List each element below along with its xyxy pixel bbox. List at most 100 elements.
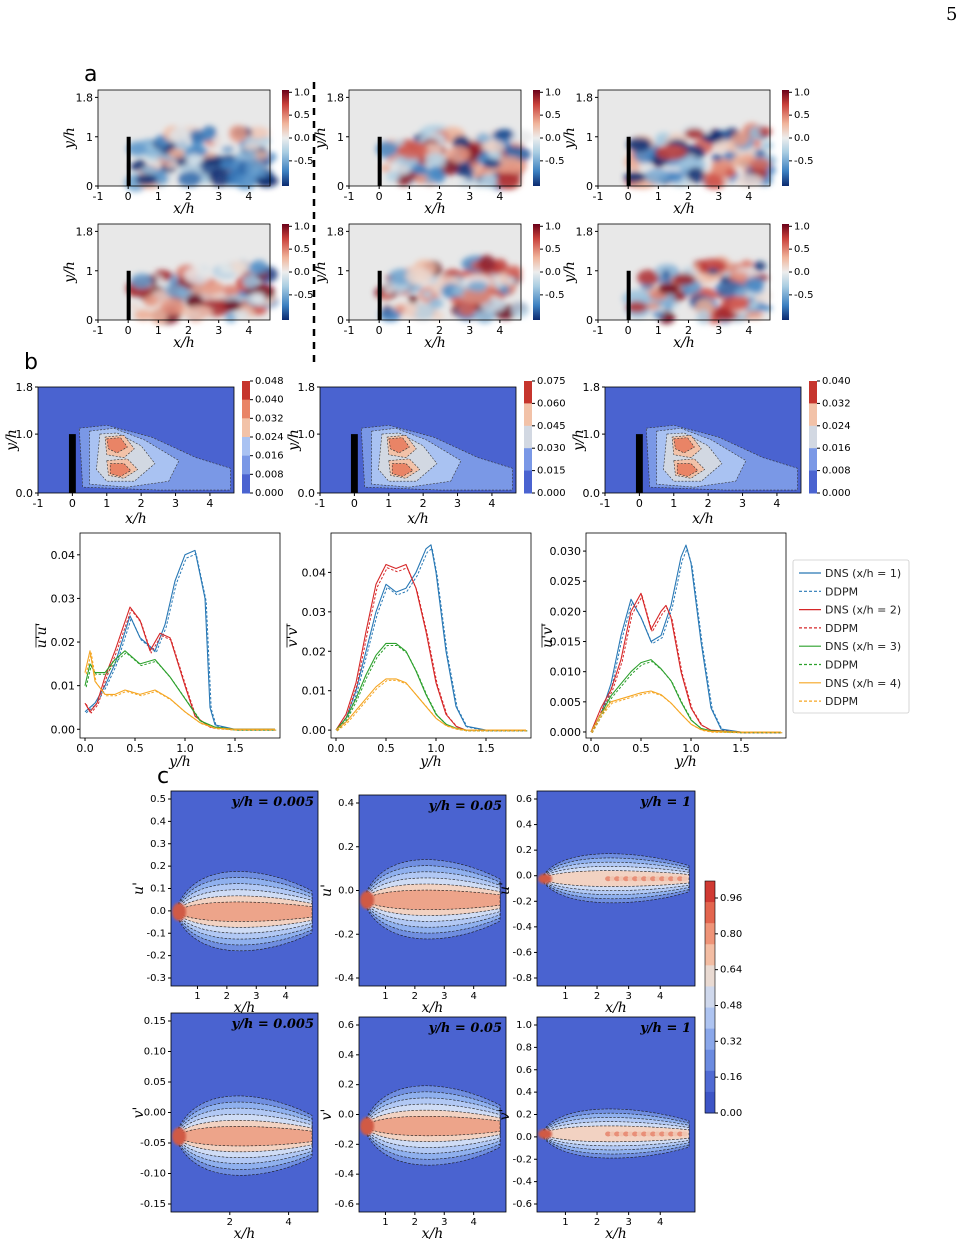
pdf-streak [609,1131,616,1137]
pdf-panel: y/h = 0.005 0.15 0.10 0.05 0.00 -0.05 -0.10 -0.… [131,1012,319,1242]
y-tick-label: 1.8 [16,381,34,394]
y-tick-label: 1 [86,265,93,278]
vortex-blob [228,125,248,143]
y-axis-label: y/h [286,429,302,452]
pdf-panel-title: y/h = 0.005 [231,795,314,810]
x-tick-label: -1 [33,497,44,510]
colorbar-tick-label: 0.0 [794,133,810,144]
x-axis-label: x/h [173,201,195,217]
contour-band [391,463,414,477]
vortex-blob [246,126,270,140]
legend-label: DNS (x/h = 2) [825,604,901,617]
vortex-blob [747,301,759,310]
x-tick-label: 4 [773,497,780,510]
dns-series-line [335,678,526,731]
pdf-colorbar-segment [705,1007,715,1030]
x-axis-label: x/h [234,1000,256,1016]
pdf-streak [659,1131,666,1137]
x-tick-label: 0 [376,190,383,203]
vortex-blob [469,161,480,168]
vortex-blob [428,165,444,181]
colorbar-tick-label: 0.0 [294,267,310,278]
y-tick-label: 0.02 [51,636,76,649]
vortex-blob [408,294,418,304]
x-axis-label: x/h [424,201,446,217]
y-axis-label: y/h [4,429,20,452]
colorbar-tick-label: 0.64 [720,965,742,976]
x-tick-label: 4 [745,190,752,203]
vortex-blob [452,297,463,305]
x-axis-label: x/h [422,1000,444,1016]
pdf-streak [605,876,612,882]
colorbar-tick-label: 0.075 [537,376,566,387]
y-tick-label: 0.6 [516,1065,532,1076]
vortex-blob [203,156,215,166]
vortex-blob [250,259,268,275]
y-axis-label: u' [497,882,513,895]
panel-frame [597,89,771,187]
x-tick-label: 2 [138,497,145,510]
y-tick-label: 0.02 [302,645,327,658]
x-tick-label: 1 [406,324,413,337]
vortex-blob [736,174,763,188]
pdf-panel: y/h = 0.005 0.5 0.4 0.3 0.2 0.1 0.0 -0.1 -0.2 -0.… [131,790,319,1016]
vortex-blob [126,142,147,156]
ddpm-series-line [85,652,277,731]
y-tick-label: 1.0 [516,1020,532,1031]
colorbar [282,90,289,186]
y-tick-label: -0.6 [512,1199,532,1210]
panel-frame [597,223,771,321]
pdf-streak [672,1131,679,1137]
x-tick-label: 1.0 [176,742,194,755]
x-tick-label: -1 [593,190,604,203]
x-tick-label: 0.5 [126,742,144,755]
colorbar-tick-label: 0.016 [255,451,284,462]
y-tick-label: 1.8 [298,381,316,394]
vortex-blob [143,294,159,307]
y-tick-label: 0 [86,180,93,193]
y-tick-label: 0.00 [302,724,327,737]
vortex-blob [221,145,234,153]
x-tick-label: 1 [406,190,413,203]
x-tick-label: 1 [655,324,662,337]
colorbar-tick-label: 1.0 [294,221,310,232]
x-tick-label: 3 [172,497,179,510]
x-tick-label: 1 [155,324,162,337]
x-tick-label: 4 [488,497,495,510]
y-tick-label: 0.3 [150,839,166,850]
y-tick-label: 1.8 [76,225,94,238]
y-tick-label: 0.005 [550,696,582,709]
colorbar-tick-label: 1.0 [545,87,561,98]
y-tick-label: 0.4 [516,820,532,831]
vortex-blob [753,294,764,303]
y-tick-label: 0.0 [516,871,532,882]
vortex-blob [743,277,764,293]
vortex-blob [657,283,680,295]
pdf-streak [650,876,657,882]
map-frame [319,386,517,494]
y-tick-label: 0.6 [516,794,532,805]
x-tick-label: 2 [227,1217,233,1228]
vortex-blob [223,299,242,311]
x-tick-label: 0 [625,190,632,203]
x-tick-label: 2 [685,324,692,337]
section-c: y/h = 0.005 0.5 0.4 0.3 0.2 0.1 0.0 -0.1 -0.2 -0.… [131,790,742,1242]
pdf-contour [174,1126,313,1147]
vortex-blob [644,168,669,185]
vortex-blob [200,281,224,295]
y-tick-label: 0.04 [302,566,327,579]
pdf-streak [605,1131,612,1137]
colorbar-tick-label: 0.5 [294,110,310,121]
x-tick-label: 4 [745,324,752,337]
y-tick-label: 0.10 [144,1047,166,1058]
vortex-blob [379,307,402,322]
y-axis-label: u' [131,882,147,895]
x-tick-label: 1 [670,497,677,510]
x-tick-label: 1 [382,1217,388,1228]
x-tick-label: 0.0 [327,742,345,755]
pdf-colorbar-segment [705,1091,715,1114]
x-tick-label: 2 [436,324,443,337]
pdf-streak [668,1131,675,1137]
